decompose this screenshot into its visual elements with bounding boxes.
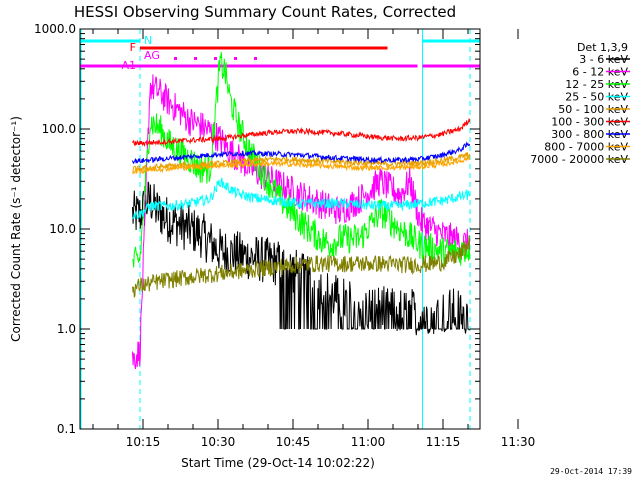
series-line bbox=[132, 235, 471, 299]
legend-entry-label: 6 - 12 keV bbox=[572, 66, 628, 79]
y-tick-label: 10.0 bbox=[49, 222, 76, 236]
x-tick-label: 10:15 bbox=[126, 435, 161, 449]
ag-dot bbox=[214, 57, 217, 60]
ag-dot bbox=[174, 57, 177, 60]
series-line bbox=[132, 141, 471, 165]
x-tick-label: 11:15 bbox=[426, 435, 461, 449]
x-tick-label: 11:30 bbox=[501, 435, 536, 449]
legend-entry-label: 100 - 300 keV bbox=[551, 116, 628, 129]
ag-dot bbox=[234, 57, 237, 60]
y-tick-label: 0.1 bbox=[57, 422, 76, 436]
flag-label: F bbox=[130, 41, 136, 54]
flag-label: AG bbox=[144, 49, 160, 62]
series-layer bbox=[132, 51, 471, 370]
series-line bbox=[132, 51, 471, 268]
legend-entry-label: 300 - 800 keV bbox=[551, 128, 628, 141]
series-line bbox=[132, 152, 471, 172]
legend-entry-label: 7000 - 20000 keV bbox=[530, 153, 628, 166]
series-line bbox=[132, 118, 471, 148]
x-tick-label: 11:00 bbox=[351, 435, 386, 449]
legend-title: Det 1,3,9 bbox=[577, 41, 628, 54]
series-line bbox=[132, 74, 471, 370]
legend-entry-label: 800 - 7000 keV bbox=[544, 141, 628, 154]
footer-timestamp: 29-Oct-2014 17:39 bbox=[550, 467, 632, 476]
ag-dot bbox=[254, 57, 257, 60]
x-axis: 10:15 10:30 10:45 11:00 11:15 11:30 bbox=[92, 29, 536, 449]
y-tick-label: 100.0 bbox=[42, 122, 76, 136]
y-tick-label: 1.0 bbox=[57, 322, 76, 336]
chart-title: HESSI Observing Summary Count Rates, Cor… bbox=[74, 3, 456, 21]
flag-label: N bbox=[144, 34, 152, 47]
legend-entry-label: 12 - 25 keV bbox=[565, 78, 628, 91]
flag-bars: NF AG A1 bbox=[80, 34, 480, 72]
x-tick-label: 10:45 bbox=[276, 435, 311, 449]
legend-entry-label: 25 - 50 keV bbox=[565, 91, 628, 104]
series-line bbox=[132, 154, 471, 175]
y-axis-label: Corrected Count Rate (s⁻¹ detector⁻¹) bbox=[9, 116, 23, 342]
y-axis: 0.1 1.0 10.0 100.0 1000.0 bbox=[34, 22, 480, 436]
series-line bbox=[132, 177, 471, 220]
legend-entry-label: 50 - 100 keV bbox=[558, 103, 628, 116]
x-axis-label: Start Time (29-Oct-14 10:02:22) bbox=[181, 456, 375, 470]
flag-label: A1 bbox=[121, 59, 136, 72]
x-tick-label: 10:30 bbox=[201, 435, 236, 449]
y-tick-label: 1000.0 bbox=[34, 22, 76, 36]
legend-entry-label: 3 - 6 keV bbox=[579, 53, 628, 66]
series-line bbox=[132, 181, 471, 336]
ag-dot bbox=[194, 57, 197, 60]
